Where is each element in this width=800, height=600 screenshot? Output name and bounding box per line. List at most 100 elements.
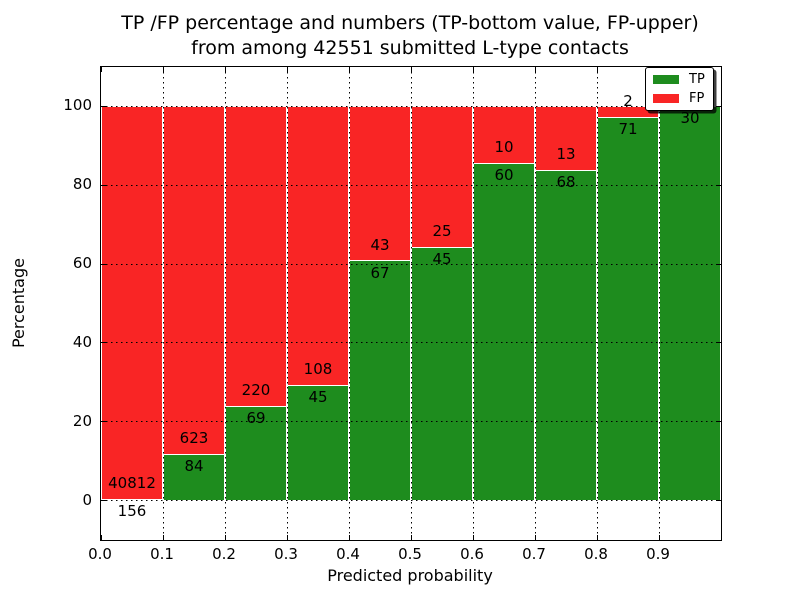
x-tick-mark-top <box>472 67 474 72</box>
bar-bin-0.9 <box>659 106 721 501</box>
bar-segment-fp <box>101 106 163 500</box>
plot-area: 40812 156 623 84 220 69 108 45 43 67 25 45 10 60 13 68 2… <box>100 66 722 541</box>
y-tick-mark <box>101 105 106 107</box>
value-label-tp: 156 <box>117 502 147 521</box>
value-label-fp: 25 <box>432 222 452 241</box>
y-tick-mark-right <box>716 184 721 186</box>
y-tick-mark <box>101 342 106 344</box>
y-tick-mark-right <box>716 500 721 502</box>
bar-segment-tp <box>659 106 721 501</box>
tp-swatch-icon <box>653 75 679 84</box>
v-gridline-0.4 <box>348 67 350 540</box>
bar-segment-fp <box>225 106 287 407</box>
x-tick-label: 0.5 <box>398 545 422 563</box>
x-tick-label: 0.0 <box>88 545 112 563</box>
bar-bin-0.8 <box>597 106 659 501</box>
y-tick-mark-right <box>716 421 721 423</box>
value-label-tp: 60 <box>494 165 514 184</box>
y-axis-label: Percentage <box>9 258 28 349</box>
value-label-tp: 68 <box>556 172 576 191</box>
x-tick-label: 0.6 <box>460 545 484 563</box>
v-gridline-0.3 <box>286 67 288 540</box>
bar-segment-tp <box>163 453 225 501</box>
v-gridline-0.9 <box>658 67 660 540</box>
y-tick-label: 60 <box>72 254 92 273</box>
value-label-tp: 67 <box>370 263 390 282</box>
x-tick-mark <box>410 535 412 540</box>
x-tick-mark <box>596 535 598 540</box>
x-tick-mark-top <box>534 67 536 72</box>
bar-bin-0 <box>101 106 163 502</box>
bar-bin-0.4 <box>349 106 411 501</box>
value-label-fp: 220 <box>241 381 271 400</box>
x-tick-mark <box>472 535 474 540</box>
y-tick-mark <box>101 500 106 502</box>
x-tick-mark <box>224 535 226 540</box>
y-tick-label: 20 <box>72 411 92 430</box>
value-label-fp: 13 <box>556 144 576 163</box>
value-label-fp: 2 <box>623 92 633 111</box>
value-label-fp: 43 <box>370 235 390 254</box>
x-tick-mark <box>658 535 660 540</box>
y-tick-mark <box>101 263 106 265</box>
x-tick-label: 0.8 <box>584 545 608 563</box>
bar-segment-fp <box>473 106 535 163</box>
value-label-fp: 108 <box>303 359 333 378</box>
x-tick-mark <box>348 535 350 540</box>
y-tick-mark-right <box>716 263 721 265</box>
x-tick-label: 0.3 <box>274 545 298 563</box>
v-gridline-0.7 <box>534 67 536 540</box>
y-tick-mark <box>101 421 106 423</box>
v-gridline-0.1 <box>162 67 164 540</box>
x-tick-mark <box>534 535 536 540</box>
bar-segment-fp <box>163 106 225 454</box>
chart-title-line1: TP /FP percentage and numbers (TP-bottom… <box>121 12 699 34</box>
legend-item-tp: TP <box>653 72 713 87</box>
x-tick-label: 0.4 <box>336 545 360 563</box>
v-gridline-0.8 <box>596 67 598 540</box>
bar-segment-tp <box>411 247 473 501</box>
chart-title: TP /FP percentage and numbers (TP-bottom… <box>100 11 720 61</box>
chart-title-line2: from among 42551 submitted L-type contac… <box>191 37 629 59</box>
y-tick-mark-right <box>716 105 721 107</box>
x-tick-mark-top <box>410 67 412 72</box>
value-label-fp: 10 <box>494 137 514 156</box>
v-gridline-0.6 <box>472 67 474 540</box>
y-tick-label: 100 <box>63 96 92 115</box>
value-label-tp: 71 <box>618 120 638 139</box>
x-tick-mark-top <box>224 67 226 72</box>
x-axis-label: Predicted probability <box>327 566 493 585</box>
bar-segment-fp <box>287 106 349 385</box>
x-tick-mark-top <box>596 67 598 72</box>
legend-label-fp: FP <box>689 91 705 106</box>
x-tick-label: 0.9 <box>646 545 670 563</box>
bar-bin-0.2 <box>225 106 287 501</box>
x-tick-mark-top <box>162 67 164 72</box>
bar-bin-0.5 <box>411 106 473 501</box>
y-tick-mark <box>101 184 106 186</box>
bar-segment-tp <box>473 162 535 501</box>
x-tick-mark-top <box>348 67 350 72</box>
x-tick-mark-top <box>100 67 102 72</box>
legend: TP FP <box>645 67 714 111</box>
y-tick-label: 0 <box>82 490 92 509</box>
value-label-tp: 84 <box>184 456 204 475</box>
bar-segment-tp <box>597 117 659 501</box>
y-tick-mark-right <box>716 342 721 344</box>
bar-bin-0.6 <box>473 106 535 501</box>
bar-segment-fp <box>535 106 597 170</box>
value-label-fp: 40812 <box>108 474 156 493</box>
x-tick-mark <box>100 535 102 540</box>
value-label-tp: 45 <box>432 250 452 269</box>
legend-label-tp: TP <box>689 72 705 87</box>
bar-bin-0.3 <box>287 106 349 501</box>
y-tick-label: 40 <box>72 332 92 351</box>
v-gridline-0.2 <box>224 67 226 540</box>
x-tick-mark <box>162 535 164 540</box>
bar-segment-tp <box>535 169 597 501</box>
y-tick-label: 80 <box>72 175 92 194</box>
x-tick-label: 0.7 <box>522 545 546 563</box>
value-label-fp: 623 <box>179 428 209 447</box>
x-tick-mark-top <box>286 67 288 72</box>
bar-segment-tp <box>349 260 411 501</box>
